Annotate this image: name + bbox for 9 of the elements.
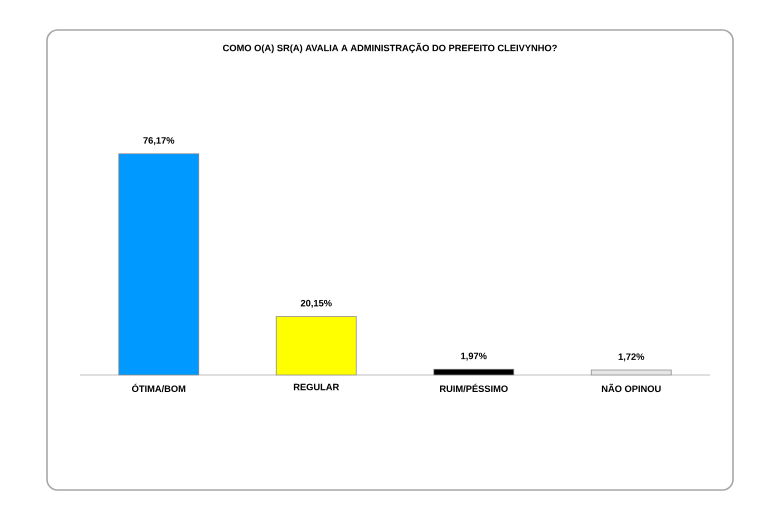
data-label: 1,72%: [618, 353, 644, 362]
data-label: 76,17%: [143, 137, 174, 146]
x-tick-label: NÃO OPINOU: [602, 384, 661, 392]
x-tick-label: REGULAR: [294, 384, 340, 390]
data-label: 20,15%: [300, 300, 332, 308]
x-tick-label: ÓTIMA/BOM: [132, 384, 186, 392]
x-tick-label: RUIM/PÉSSIMO: [440, 384, 508, 392]
chart-title: COMO O(A) SR(A) AVALIA A ADMINISTRAÇÃO DO PREFEITO CLEIVYNHO?: [223, 42, 557, 54]
data-label: 1,97%: [461, 352, 487, 361]
